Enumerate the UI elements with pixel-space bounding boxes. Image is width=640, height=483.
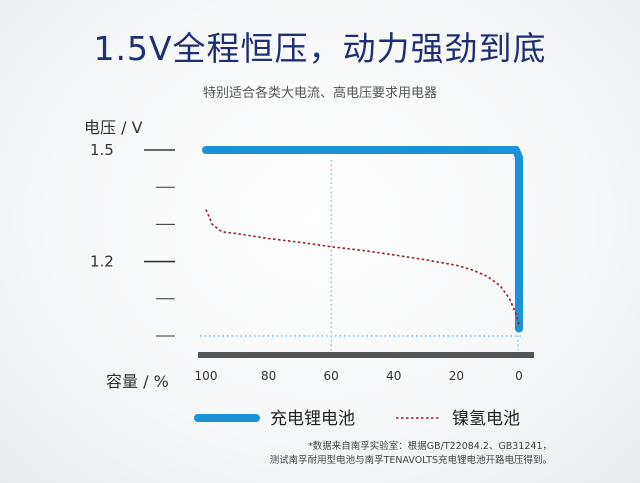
series-line-0: [202, 146, 523, 333]
y-tick-label: 1.5: [90, 141, 114, 159]
y-tick-label: 1.2: [90, 253, 114, 271]
x-axis-label: 容量 / %: [106, 372, 169, 391]
x-tick-label-20: 20: [449, 369, 464, 383]
x-axis: [198, 352, 534, 358]
series-line-1: [205, 209, 520, 326]
footnote-line-1: *数据来自南孚实验室：根据GB/T22084.2、GB31241，: [307, 441, 552, 452]
x-tick-label-100: 100: [195, 369, 218, 383]
legend-label-1: 镍氢电池: [452, 409, 520, 429]
x-tick-label-40: 40: [386, 369, 401, 383]
x-tick-label-0: 0: [515, 369, 523, 383]
footnote-line-2: 测试南孚耐用型电池与南孚TENAVOLTS充电锂电池开路电压得到。: [269, 455, 552, 466]
x-tick-label-80: 80: [261, 369, 276, 383]
y-axis-label: 电压 / V: [84, 118, 143, 137]
page-subtitle: 特别适合各类大电流、高电压要求用电器: [202, 86, 437, 101]
x-tick-label-60: 60: [324, 369, 339, 383]
legend-label-0: 充电锂电池: [270, 409, 355, 429]
page-title: 1.5V全程恒压，动力强劲到底: [93, 29, 547, 68]
footnote: *数据来自南孚实验室：根据GB/T22084.2、GB31241， 测试南孚耐用…: [270, 440, 552, 468]
